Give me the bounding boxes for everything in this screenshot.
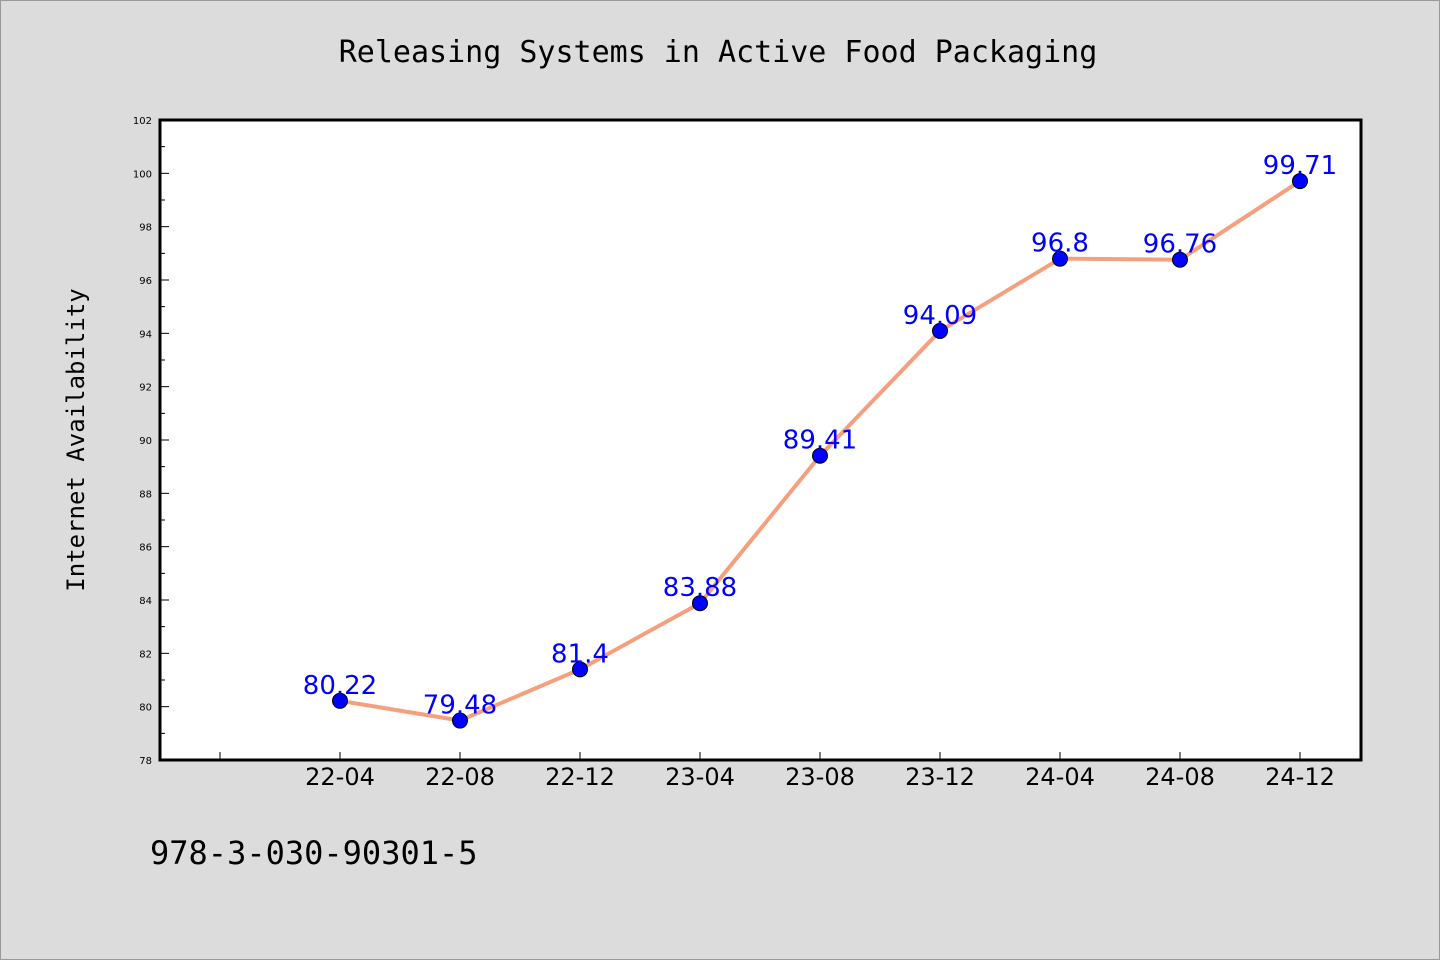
y-tick-label: 78 [139,756,152,767]
data-point [1172,251,1188,268]
x-tick-label: 22-12 [545,763,615,791]
data-point [452,712,468,729]
y-tick-label: 102 [133,116,152,127]
data-label: 80.22 [303,671,377,701]
chart-title: Releasing Systems in Active Food Packagi… [339,35,1098,70]
x-tick-label: 22-04 [305,763,375,791]
y-axis: 78 80 82 84 86 88 90 92 94 96 98 100 102 [133,116,169,767]
data-labels-group: 80.22 79.48 81.4 83.88 89.41 94.09 96.8 96.76 99… [303,151,1337,720]
data-label: 94.09 [903,301,977,331]
x-axis: 22-04 22-08 22-12 23-04 23-08 23-12 24-04 24-08… [219,752,1335,791]
data-label: 81.4 [551,639,609,669]
y-tick-label: 94 [139,329,152,340]
data-label: 96.8 [1031,229,1089,259]
x-tick-label: 24-04 [1025,763,1095,791]
data-point [932,322,948,339]
y-axis-label: Internet Availability [62,288,90,591]
data-label: 89.41 [783,426,857,456]
data-label: 79.48 [423,691,497,721]
data-label: 99.71 [1263,151,1337,181]
data-label: 96.76 [1143,230,1217,260]
y-tick-label: 88 [139,489,152,500]
y-tick-label: 92 [139,383,152,394]
data-point [812,447,828,464]
y-tick-label: 86 [139,543,152,554]
data-point [692,595,708,612]
y-tick-label: 84 [139,596,152,607]
y-tick-label: 100 [133,169,152,180]
y-tick-label: 82 [139,649,152,660]
data-point [572,661,588,678]
x-tick-label: 24-08 [1145,763,1215,791]
x-tick-label: 24-12 [1265,763,1335,791]
x-tick-label: 23-04 [665,763,735,791]
y-tick-label: 96 [139,276,152,287]
footer-isbn: 978-3-030-90301-5 [150,834,478,872]
data-point [1292,173,1308,190]
data-point [1052,250,1068,267]
x-tick-label: 23-08 [785,763,855,791]
y-tick-label: 80 [139,703,152,714]
data-point [332,692,348,709]
plot-area [158,118,1363,762]
x-tick-label: 23-12 [905,763,975,791]
y-tick-label: 98 [139,223,152,234]
series-group [332,173,1308,729]
y-tick-label: 90 [139,436,152,447]
data-label: 83.88 [663,573,737,603]
x-tick-label: 22-08 [425,763,495,791]
